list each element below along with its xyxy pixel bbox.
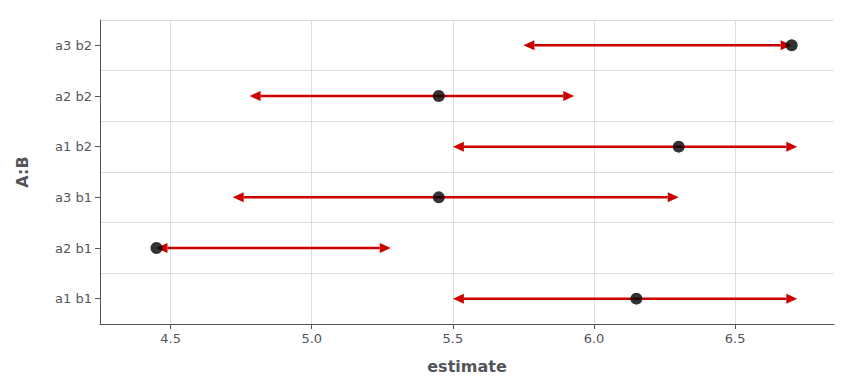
svg-text:a1 b2: a1 b2 xyxy=(55,139,92,154)
svg-text:A:B: A:B xyxy=(13,156,32,187)
svg-text:a3 b2: a3 b2 xyxy=(55,38,92,53)
svg-text:6.0: 6.0 xyxy=(584,331,605,346)
svg-text:6.5: 6.5 xyxy=(725,331,746,346)
svg-text:a2 b2: a2 b2 xyxy=(55,89,92,104)
svg-text:4.5: 4.5 xyxy=(160,331,181,346)
svg-text:a1 b1: a1 b1 xyxy=(55,291,92,306)
svg-text:estimate: estimate xyxy=(427,357,507,376)
svg-text:a2 b1: a2 b1 xyxy=(55,241,92,256)
svg-text:5.5: 5.5 xyxy=(443,331,464,346)
svg-text:a3 b1: a3 b1 xyxy=(55,190,92,205)
svg-text:5.0: 5.0 xyxy=(301,331,322,346)
